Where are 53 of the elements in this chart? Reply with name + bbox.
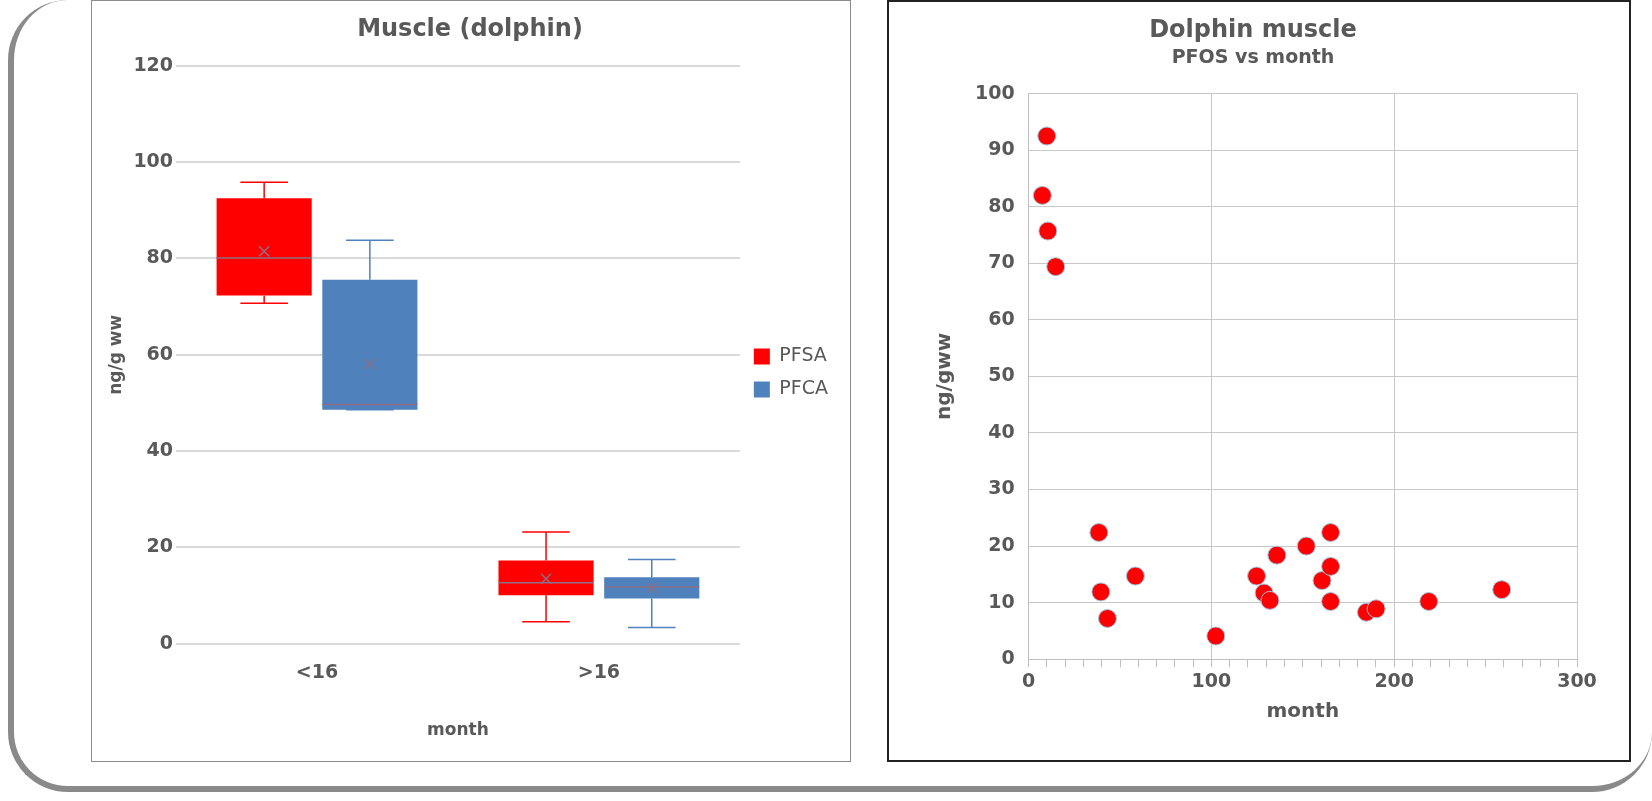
y-tick-label: 100 bbox=[133, 149, 174, 172]
x-tick-label: <16 bbox=[295, 660, 339, 683]
point bbox=[1046, 257, 1066, 277]
y-tick-label: 50 bbox=[988, 363, 1015, 386]
y-tick-label: 20 bbox=[146, 534, 174, 557]
y-tick-label: 0 bbox=[159, 630, 174, 653]
point bbox=[1091, 582, 1111, 602]
legend-label: PFSA bbox=[779, 343, 827, 366]
y-tick-label: 20 bbox=[988, 533, 1015, 556]
y-tick-label: 80 bbox=[988, 193, 1015, 216]
y-tick-label: 70 bbox=[988, 250, 1015, 273]
x-tick-label: 100 bbox=[1191, 668, 1232, 691]
point bbox=[1089, 523, 1109, 543]
y-tick-label: 30 bbox=[988, 476, 1015, 499]
point bbox=[1247, 566, 1267, 586]
point bbox=[1038, 221, 1058, 241]
y-tick-label: 90 bbox=[988, 137, 1015, 160]
point bbox=[1097, 608, 1117, 628]
y-axis-title: ng/gww bbox=[931, 332, 956, 420]
x-tick-label: 0 bbox=[1022, 668, 1036, 691]
point bbox=[1206, 626, 1226, 646]
y-tick-label: 40 bbox=[146, 438, 174, 461]
y-tick-label: 60 bbox=[146, 341, 174, 364]
x-axis-title: month bbox=[1266, 698, 1340, 723]
x-tick-label: 300 bbox=[1557, 668, 1597, 691]
y-tick-label: 100 bbox=[974, 80, 1015, 103]
point bbox=[1366, 599, 1386, 619]
x-axis-title: month bbox=[427, 719, 489, 740]
point bbox=[1492, 580, 1512, 600]
point bbox=[1321, 592, 1341, 612]
y-tick-label: 40 bbox=[988, 419, 1015, 442]
point bbox=[1037, 126, 1057, 146]
point bbox=[1296, 536, 1316, 556]
y-tick-label: 60 bbox=[988, 306, 1015, 329]
y-tick-label: 10 bbox=[988, 589, 1015, 612]
point bbox=[1312, 571, 1332, 591]
point bbox=[1321, 523, 1341, 543]
point bbox=[1032, 185, 1052, 205]
legend-label: PFCA bbox=[779, 376, 829, 399]
point bbox=[1267, 545, 1287, 565]
chart-subtitle: PFOS vs month bbox=[1171, 45, 1335, 68]
point bbox=[1321, 556, 1341, 576]
y-tick-label: 120 bbox=[133, 52, 174, 75]
y-tick-label: 0 bbox=[1001, 646, 1015, 669]
y-tick-label: 80 bbox=[146, 245, 174, 268]
x-tick-label: 200 bbox=[1374, 668, 1415, 691]
chart-title: Muscle (dolphin) bbox=[357, 13, 583, 42]
chart-title: Dolphin muscle bbox=[1149, 14, 1357, 43]
x-tick-label: >16 bbox=[577, 660, 621, 683]
point bbox=[1419, 592, 1439, 612]
point bbox=[1260, 590, 1280, 610]
y-axis-title: ng/g ww bbox=[104, 314, 125, 395]
point bbox=[1125, 566, 1145, 586]
